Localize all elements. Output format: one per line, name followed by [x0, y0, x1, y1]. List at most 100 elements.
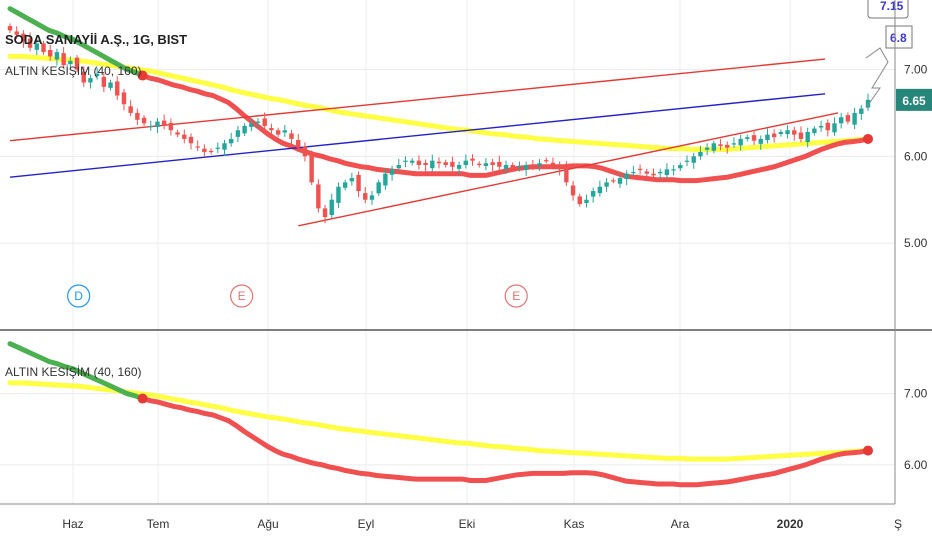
candle-body [852, 112, 857, 125]
candle-body [182, 134, 187, 139]
candle-body [282, 130, 288, 133]
candle-body [27, 38, 33, 48]
candle-body [376, 182, 381, 194]
candle-body [577, 196, 582, 205]
candle-body [54, 52, 60, 60]
candle-body [725, 144, 730, 148]
x-tick-label: Kas [564, 517, 585, 531]
candle-body [188, 136, 194, 144]
candle-body [363, 193, 368, 200]
trendline[interactable] [9, 58, 826, 142]
main-fast-ma-below-line [140, 73, 871, 184]
x-tick-label: Eyl [358, 517, 375, 531]
candle-body [818, 125, 824, 128]
candle-body [121, 92, 127, 105]
candle-body [745, 137, 750, 139]
candle-body [61, 53, 66, 66]
candle-body [222, 143, 227, 150]
x-tick-label: 2020 [777, 517, 804, 531]
price-badge-text: 6.65 [902, 94, 926, 108]
event-marker-letter: E [238, 289, 246, 303]
candle-body [269, 128, 274, 131]
candle-body [309, 153, 314, 183]
x-tick-label: Eki [459, 517, 476, 531]
labels: SODA SANAYİİ A.Ş., 1G, BIST ALTIN KESİŞİ… [5, 32, 187, 379]
candle-body [825, 122, 830, 131]
callout-box [867, 0, 909, 19]
candle-body [208, 150, 214, 153]
candle-body [135, 112, 140, 120]
candle-body [611, 180, 616, 182]
candle-body [329, 199, 334, 216]
indicator-panel-label: ALTIN KESİŞİM (40, 160) [5, 365, 142, 379]
indicator-panel[interactable] [7, 341, 873, 488]
candle-body [336, 186, 341, 203]
candle-body [584, 199, 589, 204]
candle-body [617, 178, 623, 184]
main-indicator-label: ALTIN KESİŞİM (40, 160) [5, 64, 142, 78]
callout-label: 7.15 [880, 0, 904, 13]
candle-body [115, 81, 120, 96]
x-tick-label: Tem [147, 517, 170, 531]
candle-body [859, 108, 864, 114]
callout-label: 6.8 [890, 31, 907, 45]
candle-body [604, 182, 609, 187]
event-marker[interactable] [230, 284, 254, 308]
candle-body [510, 165, 515, 170]
candle-body [483, 163, 489, 167]
candle-body [289, 133, 294, 139]
candle-body [14, 31, 19, 35]
candle-body [658, 171, 663, 174]
candle-body [751, 135, 757, 141]
axes: Haz Tem Ağu Eyl Eki Kas Ara 2020 Ş 7.00 6.00 5.00 7.… [62, 62, 932, 531]
candle-body [34, 43, 40, 50]
candle-body [7, 26, 13, 31]
candle-body [564, 167, 569, 183]
candle-body [671, 169, 676, 171]
candle-body [21, 33, 26, 42]
candle-body [778, 132, 784, 135]
main-cross-marker-start [137, 70, 148, 81]
trendline[interactable] [9, 93, 826, 178]
candle-body [812, 128, 817, 134]
candle-body [731, 143, 737, 145]
candle-body [383, 173, 388, 186]
candle-body [101, 76, 107, 87]
y-tick-label: 6.00 [904, 149, 928, 163]
candle-body [785, 130, 790, 135]
candle-body [430, 160, 435, 169]
candle-body [765, 134, 770, 140]
candle-body [409, 160, 415, 163]
candle-body [570, 185, 576, 196]
candle-body [503, 165, 509, 169]
x-tick-label: Ağu [257, 517, 278, 531]
event-marker[interactable] [67, 284, 91, 308]
candle-body [436, 161, 442, 164]
candle-body [597, 186, 603, 194]
main-panel[interactable]: D E E 7.15 6.8 [7, 0, 913, 308]
candle-body [497, 161, 502, 167]
candle-body [704, 147, 710, 150]
x-tick-label: Haz [62, 517, 83, 531]
candle-body [798, 132, 804, 139]
candle-body [249, 123, 254, 127]
main-fast-ma-above-line [7, 6, 146, 79]
candle-body [356, 174, 361, 192]
indicator-cross-marker-start [137, 393, 148, 404]
indicator-fast-ma-below-line [140, 396, 871, 488]
candle-body [416, 160, 422, 165]
candle-body [396, 165, 401, 169]
candle-body [443, 162, 448, 165]
candle-body [590, 191, 596, 197]
candle-body [698, 151, 703, 157]
candle-body [456, 165, 462, 169]
candle-body [141, 117, 147, 124]
candle-body [470, 158, 475, 161]
candle-body [275, 130, 281, 135]
candle-body [631, 171, 636, 174]
candle-body [108, 82, 113, 88]
candle-body [296, 139, 301, 148]
indicator-slow-ma-line [7, 380, 871, 462]
event-marker[interactable] [504, 284, 528, 308]
